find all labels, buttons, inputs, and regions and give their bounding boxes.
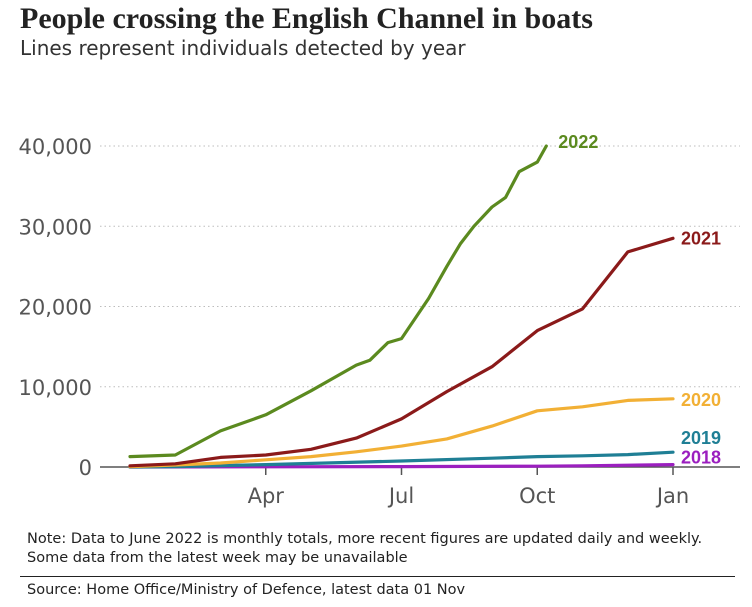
chart-subtitle: Lines represent individuals detected by … <box>20 36 466 60</box>
y-tick-label: 20,000 <box>19 296 92 320</box>
series-label-2022: 2022 <box>558 132 598 152</box>
gridlines <box>100 145 740 388</box>
line-chart: 0 10,000 20,000 30,000 40,000 Apr Jul Oct Jan 2… <box>19 132 740 508</box>
series-line-2021 <box>128 236 675 468</box>
y-tick-label: 0 <box>79 456 92 480</box>
y-tick-label: 30,000 <box>19 215 92 239</box>
chart-note: Note: Data to June 2022 is monthly total… <box>27 531 703 566</box>
series-line-2022 <box>128 144 548 459</box>
y-axis-ticks: 0 10,000 20,000 30,000 40,000 <box>19 135 92 480</box>
series-label-2018: 2018 <box>681 448 721 468</box>
series-line-2020 <box>128 397 675 469</box>
x-tick-label: Apr <box>248 484 285 508</box>
x-tick-label: Oct <box>519 484 555 508</box>
x-axis-ticks: Apr Jul Oct Jan <box>248 467 689 508</box>
y-tick-label: 40,000 <box>19 135 92 159</box>
chart-title: People crossing the English Channel in b… <box>20 2 593 35</box>
chart-source: Source: Home Office/Ministry of Defence,… <box>27 582 466 598</box>
y-tick-label: 10,000 <box>19 376 92 400</box>
footer-divider <box>20 576 735 577</box>
x-tick-label: Jul <box>387 484 414 508</box>
series-label-2020: 2020 <box>681 390 721 410</box>
series-lines <box>128 144 675 469</box>
series-label-2021: 2021 <box>681 228 721 248</box>
series-line-2019 <box>128 450 675 469</box>
series-line-2018 <box>128 463 675 469</box>
x-tick-label: Jan <box>655 484 689 508</box>
series-label-2019: 2019 <box>681 428 721 448</box>
